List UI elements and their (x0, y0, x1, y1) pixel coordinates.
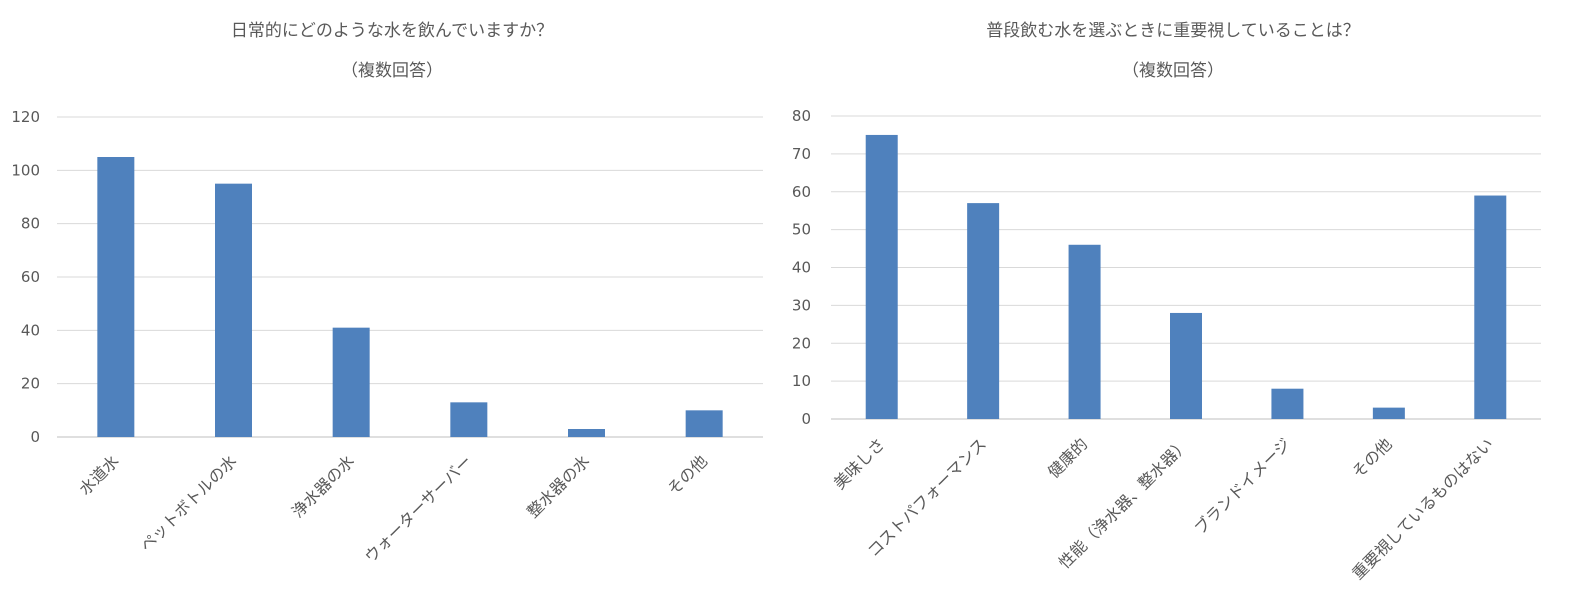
x-category-label: 整水器の水 (523, 451, 593, 521)
y-tick-label: 120 (11, 108, 40, 126)
y-tick-label: 60 (21, 268, 40, 286)
bar (1372, 407, 1405, 419)
chart-title: 日常的にどのような水を飲んでいますか？ (231, 21, 553, 41)
bar (865, 134, 898, 419)
y-tick-label: 0 (801, 410, 811, 428)
bar (1474, 195, 1507, 419)
x-category-label: 美味しさ (830, 434, 889, 493)
bar (1068, 244, 1101, 419)
x-category-label: その他 (664, 451, 711, 498)
bar (1271, 388, 1304, 419)
y-tick-label: 20 (21, 375, 40, 393)
y-tick-label: 0 (30, 428, 40, 446)
x-category-label: 健康的 (1044, 434, 1091, 481)
y-tick-label: 30 (792, 296, 811, 314)
bar (450, 402, 488, 437)
chart-selection-criteria: 普段飲む水を選ぶときに重要視していることは？ （複数回答） 0 10 20 30 40 5… (786, 0, 1573, 597)
bar (97, 157, 135, 437)
bar (215, 183, 252, 437)
chart-subtitle: （複数回答） (341, 61, 443, 81)
chart-drinking-water-svg: 日常的にどのような水を飲んでいますか？ （複数回答） 0 20 40 60 80 100 1… (11, 21, 763, 566)
y-tick-label: 70 (792, 145, 811, 163)
x-category-label: ウォーターサーバー (361, 451, 476, 566)
x-category-label: 浄水器の水 (288, 451, 358, 521)
y-tick-label: 50 (792, 221, 811, 239)
bar (685, 410, 723, 437)
chart-drinking-water: 日常的にどのような水を飲んでいますか？ （複数回答） 0 20 40 60 80 100 1… (0, 0, 786, 597)
bar (568, 429, 605, 437)
y-tick-label: 10 (792, 372, 811, 390)
chart-selection-criteria-svg: 普段飲む水を選ぶときに重要視していることは？ （複数回答） 0 10 20 30 40 5… (792, 21, 1541, 583)
y-tick-label: 80 (21, 215, 40, 233)
chart-title: 普段飲む水を選ぶときに重要視していることは？ (986, 21, 1360, 41)
y-tick-label: 60 (792, 183, 811, 201)
chart-subtitle: （複数回答） (1122, 61, 1224, 81)
y-tick-label: 40 (21, 321, 40, 339)
x-category-label: ブランドイメージ (1191, 434, 1295, 538)
bar (1170, 312, 1202, 419)
y-tick-label: 20 (792, 334, 811, 352)
x-category-label: ペットボトルの水 (136, 451, 240, 555)
bar (967, 203, 1000, 419)
x-category-label: その他 (1348, 434, 1395, 481)
y-tick-label: 100 (11, 161, 40, 179)
bar (332, 327, 370, 437)
plot-area: 0 20 40 60 80 100 120 水道水 ペットボトルの水 浄水器の水 ウォーターサーバー… (11, 108, 763, 566)
y-tick-label: 40 (792, 259, 811, 277)
x-category-label: 水道水 (75, 451, 122, 498)
y-tick-label: 80 (792, 107, 811, 125)
